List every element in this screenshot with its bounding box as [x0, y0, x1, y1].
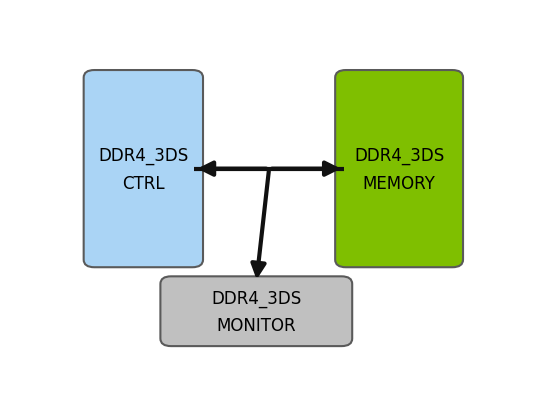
Text: DDR4_3DS: DDR4_3DS — [98, 147, 189, 165]
FancyBboxPatch shape — [161, 276, 352, 346]
FancyBboxPatch shape — [335, 70, 463, 267]
Text: DDR4_3DS: DDR4_3DS — [211, 290, 301, 308]
Text: MONITOR: MONITOR — [217, 318, 296, 335]
Text: MEMORY: MEMORY — [362, 175, 436, 193]
FancyBboxPatch shape — [84, 70, 203, 267]
Text: CTRL: CTRL — [122, 175, 164, 193]
Text: DDR4_3DS: DDR4_3DS — [354, 147, 444, 165]
